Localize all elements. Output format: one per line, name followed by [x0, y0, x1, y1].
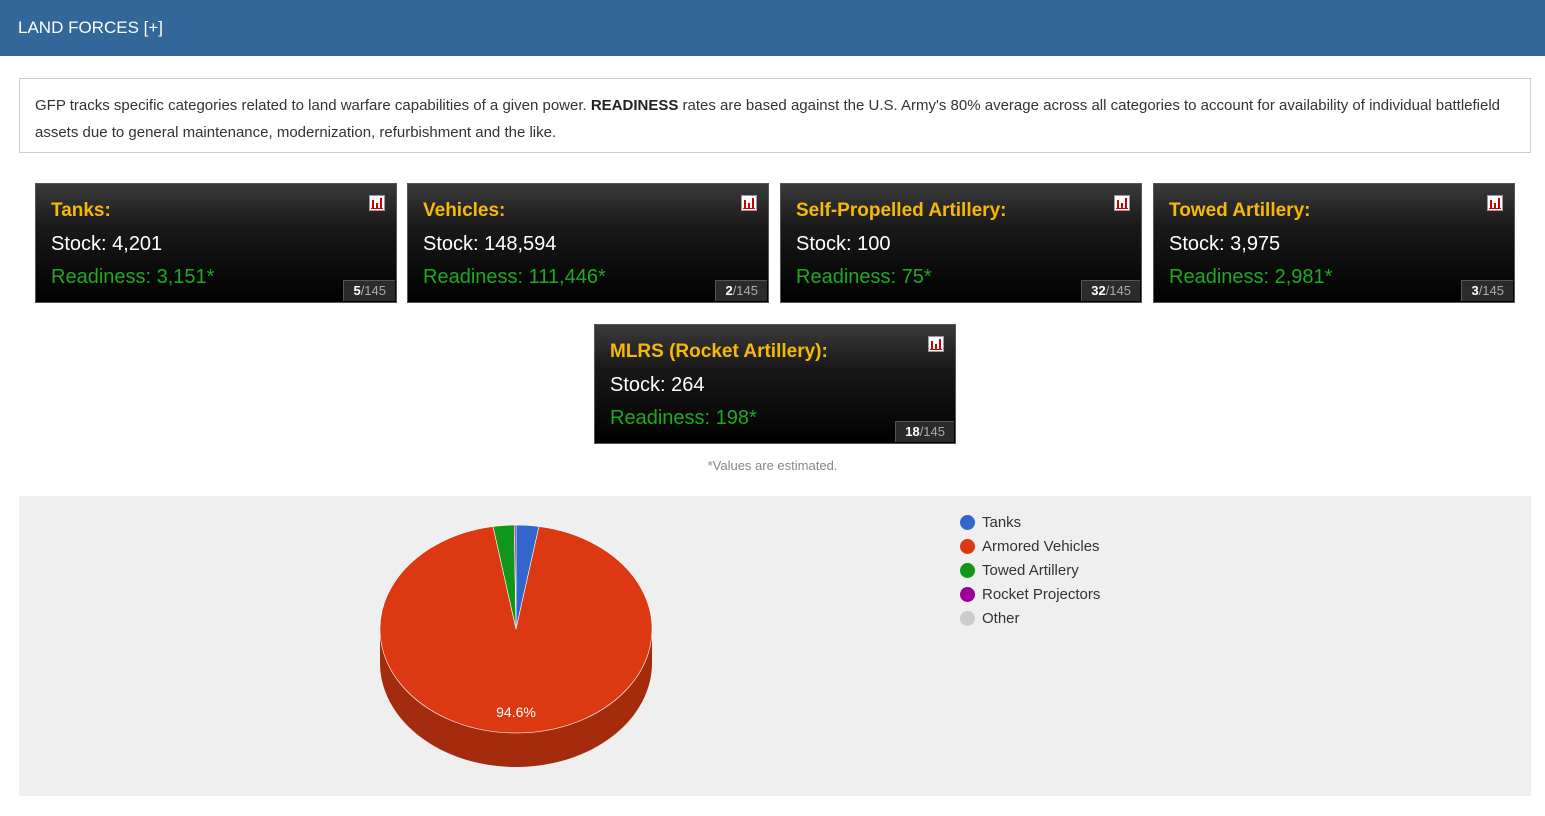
pie-slice-armored-vehicles[interactable]: [379, 526, 653, 734]
legend-item[interactable]: Rocket Projectors: [958, 582, 1100, 606]
rank-value: 18: [905, 424, 920, 439]
stat-card-mlrs: MLRS (Rocket Artillery): Stock: 264 Read…: [594, 324, 956, 444]
card-readiness: Readiness: 111,446*: [423, 266, 606, 288]
card-readiness: Readiness: 3,151*: [51, 266, 215, 288]
intro-text: GFP tracks specific categories related t…: [19, 78, 1531, 153]
pie-chart: 94.6%: [379, 524, 653, 767]
card-readiness: Readiness: 198*: [610, 407, 757, 429]
card-title: Tanks:: [51, 200, 111, 221]
card-stock: Stock: 148,594: [423, 233, 557, 255]
legend-dot: [960, 538, 975, 554]
legend-dot: [960, 514, 975, 530]
legend-label: Towed Artillery: [982, 561, 1079, 579]
rank-badge: 5/145: [343, 280, 395, 301]
rank-value: 3: [1471, 283, 1479, 298]
rank-badge: 3/145: [1461, 280, 1513, 301]
card-readiness: Readiness: 75*: [796, 266, 932, 288]
card-title: Towed Artillery:: [1169, 200, 1311, 221]
rank-total: /145: [919, 424, 945, 439]
pie-slice-rocket-projectors[interactable]: [513, 524, 517, 630]
card-title: MLRS (Rocket Artillery):: [610, 341, 828, 362]
section-header-land-forces[interactable]: LAND FORCES [+]: [0, 0, 1545, 56]
stat-card-towed-artillery: Towed Artillery: Stock: 3,975 Readiness:…: [1153, 183, 1515, 303]
card-stock: Stock: 264: [610, 374, 705, 396]
estimate-note: *Values are estimated.: [707, 458, 838, 473]
stat-card-self-propelled-artillery: Self-Propelled Artillery: Stock: 100 Rea…: [780, 183, 1142, 303]
bar-chart-icon[interactable]: [741, 195, 757, 211]
legend-dot: [960, 586, 975, 602]
rank-badge: 18/145: [895, 421, 954, 442]
card-stock: Stock: 3,975: [1169, 233, 1281, 255]
rank-value: 5: [353, 283, 361, 298]
rank-value: 32: [1091, 283, 1106, 298]
stat-card-tanks: Tanks: Stock: 4,201 Readiness: 3,151* 5/…: [35, 183, 397, 303]
rank-total: /145: [1105, 283, 1131, 298]
legend-item[interactable]: Armored Vehicles: [958, 534, 1100, 558]
pie-chart-panel: 94.6%: [19, 496, 1531, 796]
rank-total: /145: [360, 283, 386, 298]
intro-text-bold: READINESS: [590, 97, 679, 114]
legend-item[interactable]: Towed Artillery: [958, 558, 1100, 582]
rank-total: /145: [732, 283, 758, 298]
card-stock: Stock: 4,201: [51, 233, 163, 255]
intro-text-part1: GFP tracks specific categories related t…: [35, 97, 591, 114]
card-title: Vehicles:: [423, 200, 506, 221]
card-readiness: Readiness: 2,981*: [1169, 266, 1333, 288]
pie-slice-side: [380, 629, 652, 767]
bar-chart-icon[interactable]: [369, 195, 385, 211]
legend-label: Tanks: [982, 513, 1022, 531]
bar-chart-icon[interactable]: [1114, 195, 1130, 211]
rank-total: /145: [1478, 283, 1504, 298]
legend-dot: [960, 610, 975, 626]
stat-card-vehicles: Vehicles: Stock: 148,594 Readiness: 111,…: [407, 183, 769, 303]
chart-legend: Tanks Armored Vehicles Towed Artillery Rock…: [958, 510, 1100, 630]
intro-text-part2: rates are based against the U.S. Army's …: [35, 97, 1501, 141]
card-stock: Stock: 100: [796, 233, 891, 255]
pie-slice-label: 94.6%: [496, 704, 536, 720]
legend-dot: [960, 562, 975, 578]
card-title: Self-Propelled Artillery:: [796, 200, 1007, 221]
legend-label: Other: [982, 609, 1020, 627]
rank-value: 2: [725, 283, 733, 298]
legend-label: Armored Vehicles: [982, 537, 1100, 555]
rank-badge: 2/145: [715, 280, 767, 301]
bar-chart-icon[interactable]: [1487, 195, 1503, 211]
rank-badge: 32/145: [1081, 280, 1140, 301]
legend-label: Rocket Projectors: [982, 585, 1101, 603]
bar-chart-icon[interactable]: [928, 336, 944, 352]
legend-item[interactable]: Tanks: [958, 510, 1100, 534]
legend-item[interactable]: Other: [958, 606, 1100, 630]
